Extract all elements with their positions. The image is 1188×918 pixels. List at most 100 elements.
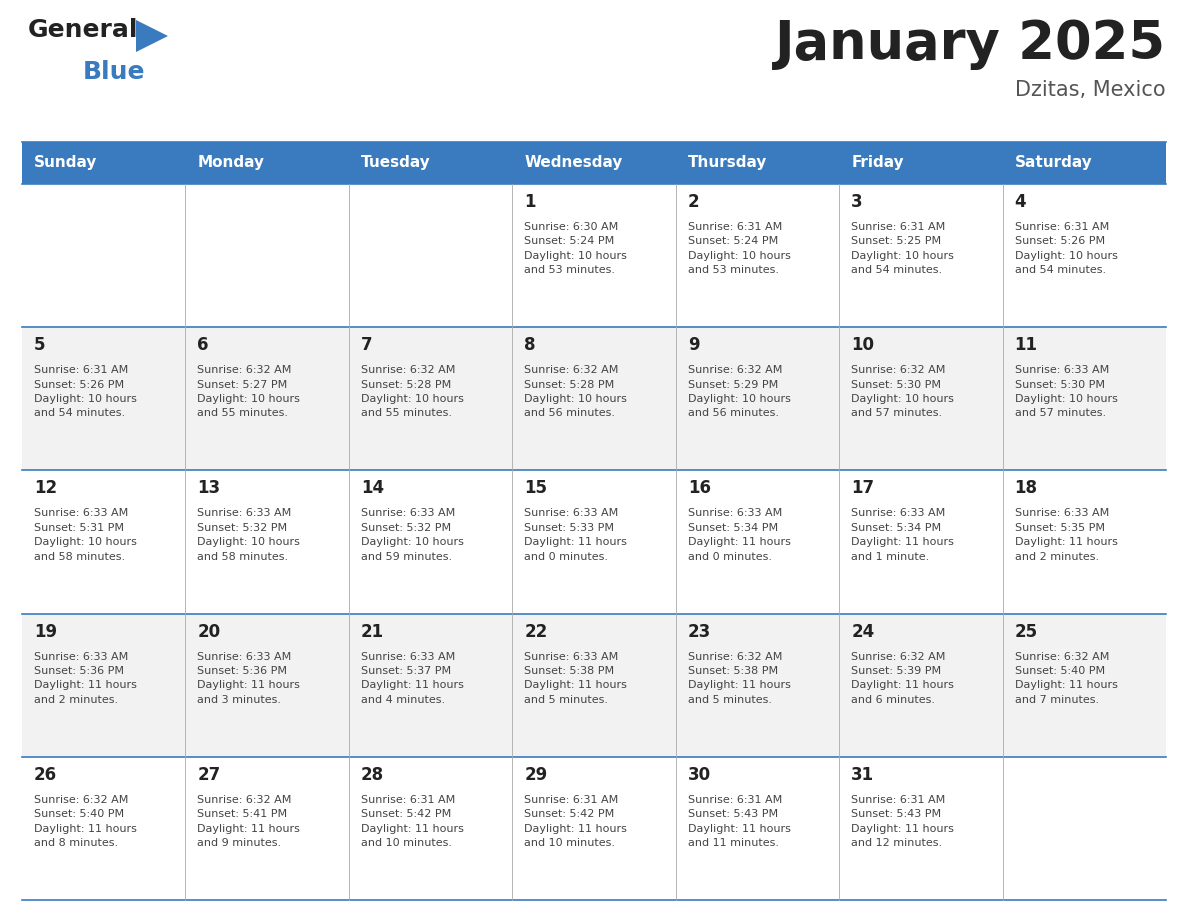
Bar (185, 613, 349, 756)
Text: 19: 19 (34, 622, 57, 641)
Text: Sunrise: 6:33 AM
Sunset: 5:32 PM
Daylight: 10 hours
and 58 minutes.: Sunrise: 6:33 AM Sunset: 5:32 PM Dayligh… (197, 509, 301, 562)
Bar (839, 327, 1003, 470)
Text: Sunrise: 6:32 AM
Sunset: 5:28 PM
Daylight: 10 hours
and 56 minutes.: Sunrise: 6:32 AM Sunset: 5:28 PM Dayligh… (524, 365, 627, 419)
Text: Sunrise: 6:33 AM
Sunset: 5:34 PM
Daylight: 11 hours
and 0 minutes.: Sunrise: 6:33 AM Sunset: 5:34 PM Dayligh… (688, 509, 790, 562)
Text: Sunrise: 6:32 AM
Sunset: 5:40 PM
Daylight: 11 hours
and 8 minutes.: Sunrise: 6:32 AM Sunset: 5:40 PM Dayligh… (34, 795, 137, 848)
Bar (512, 470, 676, 613)
Text: Dzitas, Mexico: Dzitas, Mexico (1016, 80, 1165, 100)
Bar (349, 470, 512, 613)
Text: 20: 20 (197, 622, 221, 641)
Text: Sunrise: 6:33 AM
Sunset: 5:30 PM
Daylight: 10 hours
and 57 minutes.: Sunrise: 6:33 AM Sunset: 5:30 PM Dayligh… (1015, 365, 1118, 419)
Text: Sunrise: 6:31 AM
Sunset: 5:42 PM
Daylight: 11 hours
and 10 minutes.: Sunrise: 6:31 AM Sunset: 5:42 PM Dayligh… (524, 795, 627, 848)
Bar (349, 327, 512, 470)
Text: Thursday: Thursday (688, 155, 767, 171)
Text: Sunrise: 6:32 AM
Sunset: 5:38 PM
Daylight: 11 hours
and 5 minutes.: Sunrise: 6:32 AM Sunset: 5:38 PM Dayligh… (688, 652, 790, 705)
Bar (23, 613, 185, 756)
Text: 23: 23 (688, 622, 710, 641)
Bar (185, 470, 349, 613)
Bar (676, 327, 839, 470)
Text: Sunrise: 6:33 AM
Sunset: 5:38 PM
Daylight: 11 hours
and 5 minutes.: Sunrise: 6:33 AM Sunset: 5:38 PM Dayligh… (524, 652, 627, 705)
Text: 12: 12 (34, 479, 57, 498)
Text: 3: 3 (851, 193, 862, 211)
Text: 14: 14 (361, 479, 384, 498)
Text: Sunrise: 6:32 AM
Sunset: 5:40 PM
Daylight: 11 hours
and 7 minutes.: Sunrise: 6:32 AM Sunset: 5:40 PM Dayligh… (1015, 652, 1118, 705)
Bar (839, 184, 1003, 327)
Text: Blue: Blue (83, 60, 145, 84)
Text: Sunrise: 6:32 AM
Sunset: 5:29 PM
Daylight: 10 hours
and 56 minutes.: Sunrise: 6:32 AM Sunset: 5:29 PM Dayligh… (688, 365, 790, 419)
Text: 16: 16 (688, 479, 710, 498)
Bar (23, 470, 185, 613)
Text: Sunday: Sunday (34, 155, 97, 171)
Text: 29: 29 (524, 766, 548, 784)
Text: 17: 17 (851, 479, 874, 498)
Bar (23, 142, 1165, 184)
Text: 9: 9 (688, 336, 700, 354)
Text: Tuesday: Tuesday (361, 155, 430, 171)
Bar (676, 470, 839, 613)
Bar (185, 327, 349, 470)
Bar (839, 470, 1003, 613)
Text: 26: 26 (34, 766, 57, 784)
Bar (23, 756, 185, 900)
Text: Sunrise: 6:33 AM
Sunset: 5:35 PM
Daylight: 11 hours
and 2 minutes.: Sunrise: 6:33 AM Sunset: 5:35 PM Dayligh… (1015, 509, 1118, 562)
Bar (839, 756, 1003, 900)
Text: 22: 22 (524, 622, 548, 641)
Bar (839, 613, 1003, 756)
Text: 6: 6 (197, 336, 209, 354)
Text: 2: 2 (688, 193, 700, 211)
Text: Sunrise: 6:33 AM
Sunset: 5:34 PM
Daylight: 11 hours
and 1 minute.: Sunrise: 6:33 AM Sunset: 5:34 PM Dayligh… (851, 509, 954, 562)
Bar (185, 184, 349, 327)
Text: Sunrise: 6:33 AM
Sunset: 5:36 PM
Daylight: 11 hours
and 2 minutes.: Sunrise: 6:33 AM Sunset: 5:36 PM Dayligh… (34, 652, 137, 705)
Bar (1003, 470, 1165, 613)
Text: 30: 30 (688, 766, 710, 784)
Text: Saturday: Saturday (1015, 155, 1092, 171)
Text: Sunrise: 6:33 AM
Sunset: 5:37 PM
Daylight: 11 hours
and 4 minutes.: Sunrise: 6:33 AM Sunset: 5:37 PM Dayligh… (361, 652, 463, 705)
Text: Sunrise: 6:31 AM
Sunset: 5:24 PM
Daylight: 10 hours
and 53 minutes.: Sunrise: 6:31 AM Sunset: 5:24 PM Dayligh… (688, 222, 790, 275)
Text: January 2025: January 2025 (775, 18, 1165, 70)
Text: 25: 25 (1015, 622, 1037, 641)
Bar (1003, 327, 1165, 470)
Text: General: General (29, 18, 139, 42)
Text: Sunrise: 6:33 AM
Sunset: 5:31 PM
Daylight: 10 hours
and 58 minutes.: Sunrise: 6:33 AM Sunset: 5:31 PM Dayligh… (34, 509, 137, 562)
Text: Sunrise: 6:32 AM
Sunset: 5:39 PM
Daylight: 11 hours
and 6 minutes.: Sunrise: 6:32 AM Sunset: 5:39 PM Dayligh… (851, 652, 954, 705)
Bar (676, 756, 839, 900)
Bar (512, 756, 676, 900)
Text: Friday: Friday (851, 155, 904, 171)
Text: Wednesday: Wednesday (524, 155, 623, 171)
Bar (349, 613, 512, 756)
Text: 11: 11 (1015, 336, 1037, 354)
Text: 1: 1 (524, 193, 536, 211)
Bar (349, 756, 512, 900)
Text: Monday: Monday (197, 155, 265, 171)
Text: Sunrise: 6:31 AM
Sunset: 5:43 PM
Daylight: 11 hours
and 11 minutes.: Sunrise: 6:31 AM Sunset: 5:43 PM Dayligh… (688, 795, 790, 848)
Text: Sunrise: 6:32 AM
Sunset: 5:30 PM
Daylight: 10 hours
and 57 minutes.: Sunrise: 6:32 AM Sunset: 5:30 PM Dayligh… (851, 365, 954, 419)
Bar (676, 613, 839, 756)
Bar (676, 184, 839, 327)
Text: Sunrise: 6:32 AM
Sunset: 5:27 PM
Daylight: 10 hours
and 55 minutes.: Sunrise: 6:32 AM Sunset: 5:27 PM Dayligh… (197, 365, 301, 419)
Text: 7: 7 (361, 336, 373, 354)
Bar (512, 613, 676, 756)
Text: Sunrise: 6:33 AM
Sunset: 5:36 PM
Daylight: 11 hours
and 3 minutes.: Sunrise: 6:33 AM Sunset: 5:36 PM Dayligh… (197, 652, 301, 705)
Text: Sunrise: 6:31 AM
Sunset: 5:26 PM
Daylight: 10 hours
and 54 minutes.: Sunrise: 6:31 AM Sunset: 5:26 PM Dayligh… (34, 365, 137, 419)
Bar (512, 184, 676, 327)
Bar (1003, 613, 1165, 756)
Text: 4: 4 (1015, 193, 1026, 211)
Text: Sunrise: 6:33 AM
Sunset: 5:33 PM
Daylight: 11 hours
and 0 minutes.: Sunrise: 6:33 AM Sunset: 5:33 PM Dayligh… (524, 509, 627, 562)
Text: Sunrise: 6:31 AM
Sunset: 5:25 PM
Daylight: 10 hours
and 54 minutes.: Sunrise: 6:31 AM Sunset: 5:25 PM Dayligh… (851, 222, 954, 275)
Text: 31: 31 (851, 766, 874, 784)
Text: Sunrise: 6:31 AM
Sunset: 5:42 PM
Daylight: 11 hours
and 10 minutes.: Sunrise: 6:31 AM Sunset: 5:42 PM Dayligh… (361, 795, 463, 848)
Text: Sunrise: 6:32 AM
Sunset: 5:28 PM
Daylight: 10 hours
and 55 minutes.: Sunrise: 6:32 AM Sunset: 5:28 PM Dayligh… (361, 365, 463, 419)
Text: Sunrise: 6:31 AM
Sunset: 5:43 PM
Daylight: 11 hours
and 12 minutes.: Sunrise: 6:31 AM Sunset: 5:43 PM Dayligh… (851, 795, 954, 848)
Text: Sunrise: 6:33 AM
Sunset: 5:32 PM
Daylight: 10 hours
and 59 minutes.: Sunrise: 6:33 AM Sunset: 5:32 PM Dayligh… (361, 509, 463, 562)
Text: 8: 8 (524, 336, 536, 354)
Bar (512, 327, 676, 470)
Text: 18: 18 (1015, 479, 1037, 498)
Bar (349, 184, 512, 327)
Text: 15: 15 (524, 479, 548, 498)
Text: 13: 13 (197, 479, 221, 498)
Text: 21: 21 (361, 622, 384, 641)
Text: 24: 24 (851, 622, 874, 641)
Bar (23, 184, 185, 327)
Text: 28: 28 (361, 766, 384, 784)
Polygon shape (135, 20, 168, 52)
